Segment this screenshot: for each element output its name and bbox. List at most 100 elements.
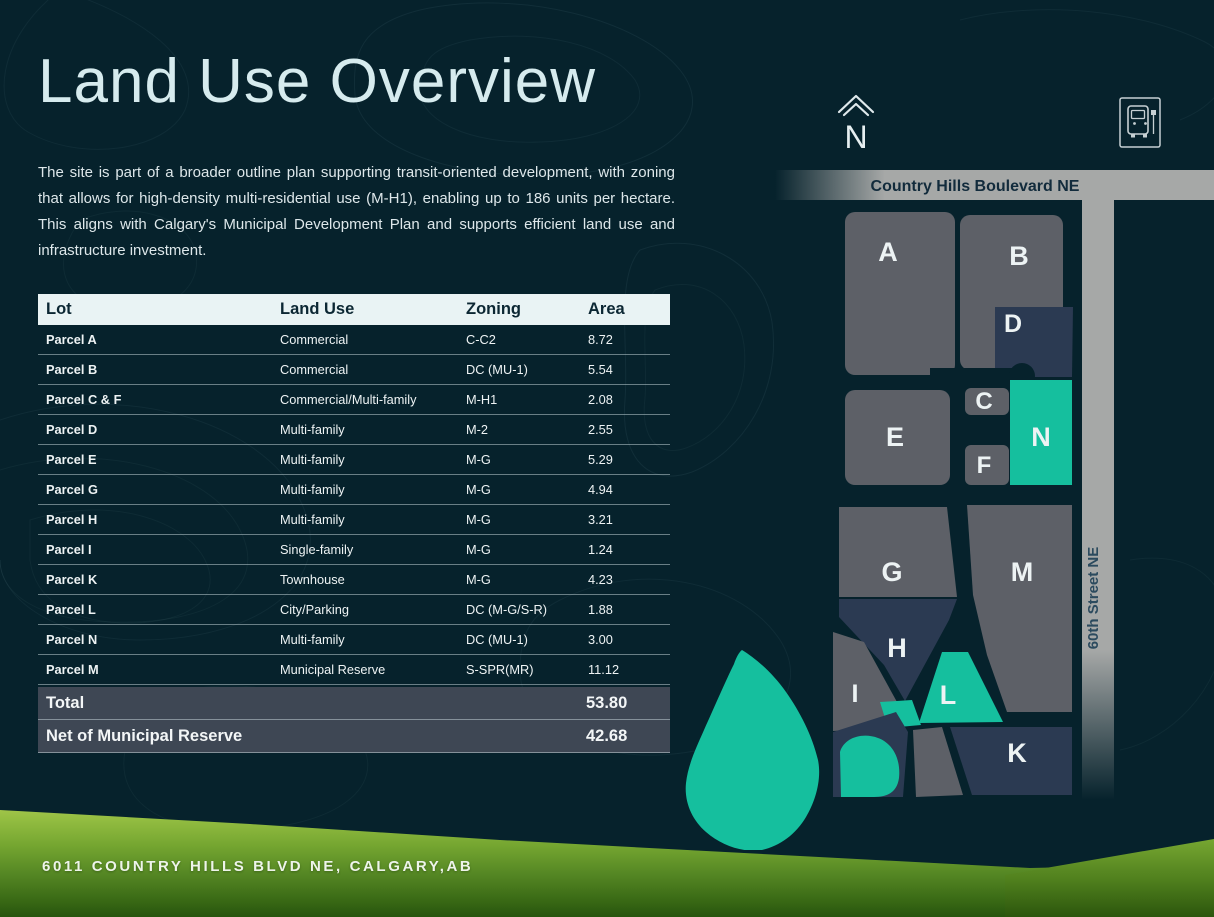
area-cell: 3.21: [580, 504, 670, 535]
land-use-cell: Single-family: [272, 534, 458, 565]
zoning-cell: DC (MU-1): [458, 354, 580, 385]
land-use-cell: Multi-family: [272, 444, 458, 475]
land-use-cell: Townhouse: [272, 564, 458, 595]
parcel-D-label: D: [1004, 310, 1022, 338]
transit-stop-icon: [1119, 97, 1161, 148]
table-row: Parcel E Multi-family M-G 5.29: [38, 444, 670, 475]
zoning-cell: M-G: [458, 474, 580, 505]
parcel-G-label: G: [881, 557, 902, 587]
total-row: Total 53.80: [38, 687, 670, 720]
parcel-E-label: E: [886, 422, 904, 452]
site-plan-map: N Country Hills Boulevard NE 60th Street…: [685, 94, 1214, 850]
road-label-vertical: 60th Street NE: [1085, 547, 1102, 650]
parcel-G-shape: [839, 507, 957, 597]
reserve-area-shape: [685, 650, 820, 850]
land-use-cell: Multi-family: [272, 504, 458, 535]
parcel-L-shape: [919, 652, 1003, 723]
zoning-cell: M-G: [458, 504, 580, 535]
table-row: Parcel H Multi-family M-G 3.21: [38, 504, 670, 535]
table-row: Parcel A Commercial C-C2 8.72: [38, 325, 670, 355]
zoning-cell: M-G: [458, 564, 580, 595]
net-label: Net of Municipal Reserve: [46, 726, 243, 745]
area-cell: 11.12: [580, 654, 670, 685]
land-use-cell: Multi-family: [272, 414, 458, 445]
parcel-C-label: C: [975, 388, 992, 415]
table-row: Parcel I Single-family M-G 1.24: [38, 534, 670, 565]
parcel-M-shape: [967, 505, 1072, 712]
pond-shape: [840, 735, 900, 797]
lot-cell: Parcel C & F: [38, 384, 272, 415]
parcel-K-shape: [950, 727, 1072, 795]
area-cell: 3.00: [580, 624, 670, 655]
table-row: Parcel D Multi-family M-2 2.55: [38, 414, 670, 445]
parcel-H-shape: [839, 599, 957, 701]
lot-cell: Parcel I: [38, 534, 272, 565]
parcel-F-label: F: [977, 452, 992, 479]
land-use-cell: Multi-family: [272, 624, 458, 655]
table-row: Parcel M Municipal Reserve S-SPR(MR) 11.12: [38, 654, 670, 685]
col-header-zoning: Zoning: [458, 294, 580, 325]
lot-cell: Parcel H: [38, 504, 272, 535]
parcel-K-label: K: [1007, 738, 1027, 768]
lot-cell: Parcel E: [38, 444, 272, 475]
parcel-B-label: B: [1009, 241, 1029, 271]
area-cell: 5.54: [580, 354, 670, 385]
area-cell: 2.08: [580, 384, 670, 415]
col-header-area: Area: [580, 294, 670, 325]
north-arrow-icon: [837, 94, 875, 117]
area-cell: 4.94: [580, 474, 670, 505]
parcel-H-label: H: [887, 633, 907, 663]
col-header-lot: Lot: [38, 294, 272, 325]
parcel-M-label: M: [1011, 557, 1034, 587]
table-row: Parcel L City/Parking DC (M-G/S-R) 1.88: [38, 594, 670, 625]
parcel-L-label: L: [940, 680, 957, 710]
lot-cell: Parcel A: [38, 325, 272, 355]
lot-cell: Parcel G: [38, 474, 272, 505]
area-cell: 5.29: [580, 444, 670, 475]
table-row: Parcel B Commercial DC (MU-1) 5.54: [38, 354, 670, 385]
zoning-cell: M-H1: [458, 384, 580, 415]
parcel-F-shape: [965, 445, 1009, 485]
net-value: 42.68: [586, 726, 628, 745]
parcel-I-shape: [833, 632, 897, 731]
land-use-cell: Municipal Reserve: [272, 654, 458, 685]
area-cell: 1.24: [580, 534, 670, 565]
table-header: Lot Land Use Zoning Area: [38, 294, 670, 325]
land-use-table: Lot Land Use Zoning Area Parcel A Commerc…: [38, 294, 670, 685]
area-cell: 8.72: [580, 325, 670, 355]
parcel-N-shape: [1010, 380, 1072, 485]
lot-cell: Parcel N: [38, 624, 272, 655]
parcel-C-shape: [965, 388, 1009, 415]
zoning-cell: DC (MU-1): [458, 624, 580, 655]
zoning-cell: DC (M-G/S-R): [458, 594, 580, 625]
north-label: N: [844, 119, 867, 155]
area-cell: 2.55: [580, 414, 670, 445]
zoning-cell: M-2: [458, 414, 580, 445]
zoning-cell: S-SPR(MR): [458, 654, 580, 685]
zoning-cell: C-C2: [458, 325, 580, 355]
zoning-cell: M-G: [458, 444, 580, 475]
land-use-cell: Commercial: [272, 325, 458, 355]
land-use-cell: Commercial/Multi-family: [272, 384, 458, 415]
intro-paragraph: The site is part of a broader outline pl…: [38, 164, 675, 260]
land-use-cell: Multi-family: [272, 474, 458, 505]
area-cell: 4.23: [580, 564, 670, 595]
parcel-I-label: I: [852, 680, 859, 708]
road-country-hills-blvd: [775, 170, 1214, 200]
footer-address: 6011 COUNTRY HILLS BLVD NE, CALGARY,AB: [42, 858, 474, 875]
lot-cell: Parcel L: [38, 594, 272, 625]
net-row: Net of Municipal Reserve 42.68: [38, 720, 670, 753]
total-label: Total: [46, 693, 85, 712]
area-cell: 1.88: [580, 594, 670, 625]
lot-cell: Parcel K: [38, 564, 272, 595]
lot-cell: Parcel M: [38, 654, 272, 685]
land-use-cell: City/Parking: [272, 594, 458, 625]
total-value: 53.80: [586, 693, 628, 712]
table-summary: Total 53.80 Net of Municipal Reserve 42.…: [38, 687, 670, 753]
parcel-A-label: A: [878, 237, 898, 267]
road-60th-street: [1082, 200, 1114, 800]
parcel-E-shape: [845, 390, 950, 485]
road-label-horizontal: Country Hills Boulevard NE: [871, 178, 1080, 195]
table-row: Parcel G Multi-family M-G 4.94: [38, 474, 670, 505]
